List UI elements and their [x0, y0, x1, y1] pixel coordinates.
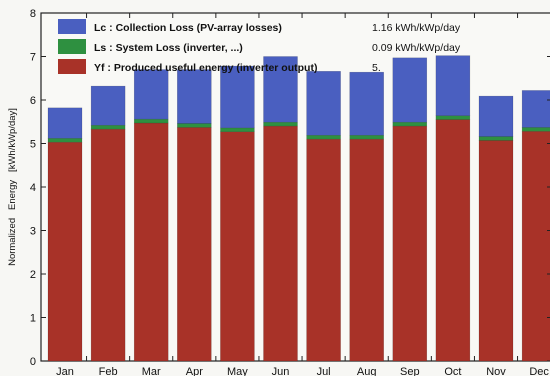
x-tick-label: Oct: [444, 366, 461, 376]
bar-yf-jan: [47, 141, 83, 362]
legend: Lc : Collection Loss (PV-array losses) 1.…: [58, 19, 461, 74]
y-tick-label: 5: [30, 139, 36, 151]
x-tick-label: Apr: [186, 366, 203, 376]
x-tick-label: May: [227, 366, 248, 376]
y-tick-label: 3: [30, 226, 36, 238]
legend-swatch-yf: [58, 59, 86, 74]
y-tick-label: 6: [30, 95, 36, 107]
y-tick-label: 8: [30, 8, 36, 20]
bar-ls-nov: [478, 136, 514, 141]
bar-lc-jul: [306, 71, 341, 136]
legend-label-ls: Ls : System Loss (inverter, ...): [94, 42, 243, 54]
x-tick-label: Dec: [529, 366, 549, 376]
bar-lc-nov: [478, 95, 514, 137]
bar-lc-jan: [47, 107, 83, 139]
x-tick-label: Jun: [272, 366, 290, 376]
bar-ls-feb: [90, 124, 126, 130]
legend-swatch-ls: [58, 39, 86, 54]
bar-lc-oct: [435, 55, 471, 116]
x-tick-label: Mar: [142, 366, 161, 376]
legend-value-ls: 0.09 kWh/kWp/day: [372, 42, 461, 54]
bar-ls-apr: [177, 123, 212, 128]
bar-yf-feb: [90, 128, 126, 362]
bar-lc-jun: [263, 56, 298, 123]
x-tick-label: Nov: [486, 366, 506, 376]
bar-yf-may: [220, 131, 255, 362]
x-axis: Jan Feb Mar Apr May Jun Jul Aug Sep Oct Nov Dec: [56, 13, 549, 376]
bar-lc-apr: [177, 69, 212, 124]
bar-lc-mar: [133, 69, 169, 120]
legend-label-yf: Yf : Produced useful energy (inverter ou…: [94, 62, 317, 74]
bar-yf-mar: [133, 122, 169, 362]
bar-ls-may: [220, 127, 255, 133]
bar-yf-dec: [521, 131, 550, 362]
bar-ls-jan: [47, 138, 83, 143]
bar-yf-sep: [392, 125, 428, 362]
bar-yf-nov: [478, 140, 514, 362]
x-tick-label: Jul: [317, 366, 331, 376]
bar-ls-mar: [133, 118, 169, 124]
x-tick-label: Jan: [56, 366, 74, 376]
bar-yf-jun: [263, 125, 298, 362]
bar-ls-jul: [306, 134, 341, 140]
legend-value-yf: 5.: [372, 62, 381, 74]
y-tick-label: 1: [30, 313, 36, 325]
bar-lc-sep: [392, 57, 428, 123]
bar-yf-apr: [177, 127, 212, 362]
bar-lc-aug: [349, 71, 384, 136]
bar-ls-aug: [349, 134, 384, 140]
bar-yf-jul: [306, 138, 341, 362]
x-tick-label: Aug: [357, 366, 377, 376]
x-tick-label: Feb: [99, 366, 118, 376]
legend-value-lc: 1.16 kWh/kWp/day: [372, 22, 461, 34]
legend-label-lc: Lc : Collection Loss (PV-array losses): [94, 22, 282, 34]
bar-ls-dec: [521, 127, 550, 132]
x-tick-label: Sep: [400, 366, 420, 376]
bar-ls-sep: [392, 121, 428, 127]
y-tick-label: 4: [30, 182, 36, 194]
bar-lc-dec: [521, 90, 550, 128]
legend-swatch-lc: [58, 19, 86, 34]
bar-yf-oct: [435, 119, 471, 362]
bar-ls-jun: [263, 121, 298, 127]
bars: [47, 55, 550, 362]
bar-yf-aug: [349, 138, 384, 362]
bar-lc-may: [220, 65, 255, 129]
bar-lc-feb: [90, 85, 126, 126]
y-axis-title: Normalized Energy [kWh/kWp/day]: [7, 108, 18, 266]
y-tick-label: 7: [30, 52, 36, 64]
y-tick-label: 2: [30, 269, 36, 281]
bar-ls-oct: [435, 115, 471, 120]
y-tick-label: 0: [30, 356, 36, 368]
